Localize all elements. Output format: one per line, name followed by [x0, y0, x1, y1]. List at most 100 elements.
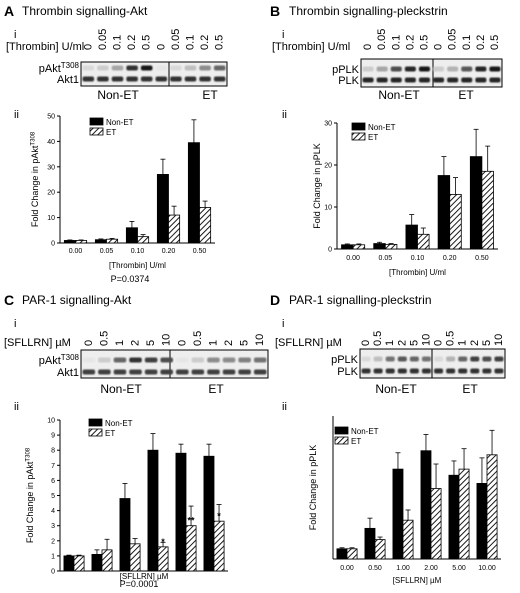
blot-band [213, 65, 226, 71]
blot-band [470, 356, 480, 362]
blot-band [446, 368, 456, 374]
lane-label: 2 [223, 340, 235, 346]
bar-et [137, 236, 150, 244]
x-axis-label: [SFLLRN] µM [120, 572, 169, 581]
blot-band [494, 356, 504, 362]
blot-band [421, 356, 431, 362]
bar-et [486, 454, 498, 560]
blot-band [160, 357, 173, 363]
blot-band [461, 77, 473, 83]
blot-band [207, 357, 220, 363]
blot-band [475, 66, 487, 72]
panel-c-title: PAR-1 signalling-Akt [22, 293, 132, 307]
blot-band [362, 77, 374, 83]
lane-label: 10 [254, 334, 266, 346]
panel-d-lane-labels: 0 0.5 1 2 5 10 0 0.5 1 2 5 10 [360, 331, 505, 346]
blot-band [129, 369, 142, 375]
lane-label: 0 [360, 340, 372, 346]
y-tick-label: 30 [47, 164, 55, 171]
blot-band [98, 357, 111, 363]
bar-non-et [125, 227, 138, 244]
y-tick-label: 9 [51, 433, 55, 440]
panel-d-chart: Fold Change in pPLK [SFLLRN] µM 0.00 0.50 1.… [308, 416, 501, 585]
blot-band [433, 77, 445, 83]
panel-c-sub-i: i [14, 318, 16, 330]
bar-non-et [63, 240, 76, 244]
blot-band [184, 65, 197, 71]
blot-band [129, 357, 142, 363]
blot-band [434, 368, 444, 374]
blot-band [494, 368, 504, 374]
panel-a-agonist-label: [Thrombin] U/ml [6, 41, 84, 53]
blot-band [385, 356, 395, 362]
lane-label: 0.1 [461, 35, 473, 50]
bar-et [101, 549, 113, 572]
panel-c-group-nonet: Non-ET [100, 382, 142, 396]
panel-a-group-nonet: Non-ET [97, 88, 139, 102]
x-tick-label: 0.05 [100, 248, 114, 255]
blot-band [404, 77, 416, 83]
x-axis-label: [Thrombin] U/ml [389, 268, 446, 277]
legend-swatch [351, 132, 366, 141]
lane-label: 1 [207, 340, 219, 346]
x-tick-label: 10.00 [478, 565, 496, 572]
y-tick-label: 0 [51, 569, 55, 576]
lane-label: 2 [130, 340, 142, 346]
blot-band [155, 65, 168, 71]
legend-label: ET [105, 429, 115, 438]
bar-et [129, 543, 141, 572]
panel-c-agonist-label: [SFLLRN] µM [4, 337, 71, 349]
blot-band [140, 76, 153, 82]
panel-a: A Thrombin signalling-Akt i [Thrombin] U… [4, 3, 228, 284]
bar-et [458, 468, 470, 560]
significance-marker: * [217, 511, 221, 521]
x-tick-label: 0.20 [443, 255, 457, 262]
legend-swatch [334, 426, 349, 435]
blot-band [253, 357, 267, 363]
lane-label: 10 [420, 334, 432, 346]
legend-swatch [334, 436, 349, 445]
panel-c-group-et: ET [208, 382, 224, 396]
blot-band [82, 65, 95, 71]
panel-c-letter: C [4, 292, 14, 308]
x-tick-label: 0.50 [193, 248, 207, 255]
blot-band [446, 356, 456, 362]
panel-a-sub-i: i [14, 29, 16, 41]
blot-band [222, 369, 236, 375]
blot-band [97, 76, 109, 82]
blot-band [361, 356, 371, 362]
y-tick-label: 2 [51, 538, 55, 545]
lane-label: 0.5 [445, 331, 457, 346]
blot-band [160, 369, 173, 375]
panel-b-chart: 0 10 20 30 Fold Change in pPLK [Thrombin] U/m… [312, 121, 498, 277]
lane-label: 0.2 [126, 35, 138, 50]
panel-d-group-nonet: Non-ET [375, 382, 417, 396]
bar-non-et [469, 156, 483, 250]
x-tick-label: 1.00 [396, 565, 410, 572]
blot-band [397, 368, 407, 374]
panel-d: D PAR-1 signalling-pleckstrin i [SFLLRN]… [270, 292, 506, 585]
blot-band [213, 76, 226, 82]
blot-band [475, 77, 487, 83]
y-tick-label: 10 [47, 215, 55, 222]
bar-et [75, 240, 88, 244]
bar-non-et [373, 243, 386, 250]
lane-label: 0.05 [97, 29, 109, 50]
bar-non-et [156, 174, 169, 244]
x-tick-label: 0.10 [131, 248, 145, 255]
bar-et [157, 546, 169, 572]
bar-et [106, 238, 119, 244]
legend-label: Non-ET [368, 123, 396, 132]
legend-label: Non-ET [105, 419, 133, 428]
panel-d-letter: D [270, 292, 280, 308]
panel-b-agonist-label: [Thrombin] U/ml [272, 41, 350, 53]
lane-label: 0.5 [489, 35, 501, 50]
bar-non-et [147, 449, 159, 572]
blot-band [126, 65, 138, 71]
y-tick-label: 10 [47, 418, 55, 425]
y-axis-label: Fold Change in pPLK [308, 445, 318, 531]
blot-frame [80, 349, 269, 379]
